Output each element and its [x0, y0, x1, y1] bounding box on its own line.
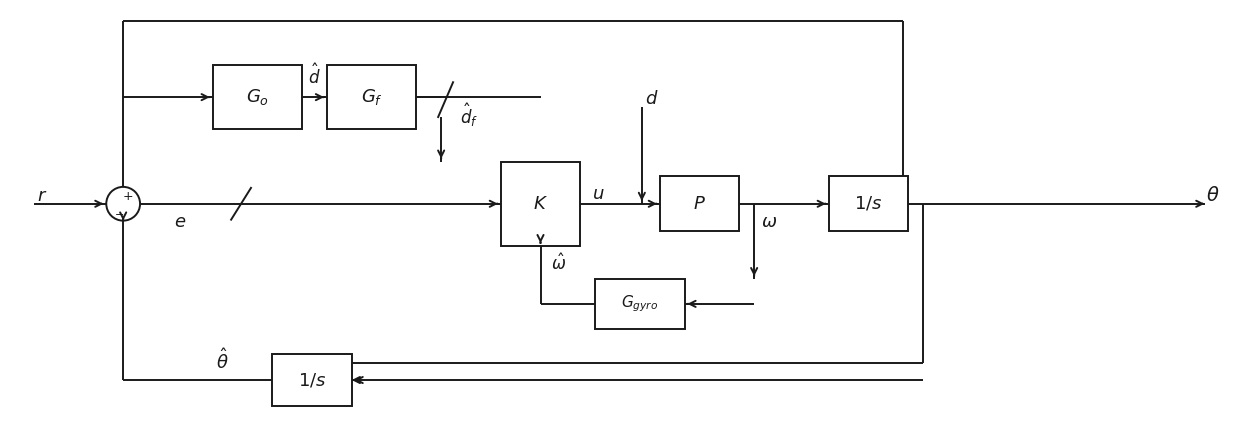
- Bar: [829, 177, 908, 231]
- Text: $d$: $d$: [646, 90, 659, 108]
- Bar: [595, 279, 685, 328]
- Bar: [501, 162, 580, 246]
- Text: $G_f$: $G_f$: [361, 87, 383, 107]
- Text: $G_{gyro}$: $G_{gyro}$: [621, 293, 658, 314]
- Bar: [327, 65, 416, 130]
- Text: $\hat{d}_f$: $\hat{d}_f$: [460, 101, 478, 129]
- Text: $G_o$: $G_o$: [245, 87, 269, 107]
- Text: +: +: [123, 191, 134, 203]
- Text: $\hat{\omega}$: $\hat{\omega}$: [551, 254, 566, 274]
- Text: $u$: $u$: [592, 185, 605, 203]
- Text: $\hat{d}$: $\hat{d}$: [309, 63, 321, 88]
- Bar: [213, 65, 302, 130]
- Bar: [273, 354, 352, 406]
- Text: $1/s$: $1/s$: [854, 195, 882, 213]
- Text: $-$: $-$: [114, 208, 124, 218]
- Text: $1/s$: $1/s$: [297, 371, 326, 389]
- Text: $e$: $e$: [173, 213, 186, 231]
- Text: $\hat{\theta}$: $\hat{\theta}$: [216, 348, 229, 373]
- Text: $K$: $K$: [533, 195, 548, 213]
- Text: $\omega$: $\omega$: [761, 213, 777, 231]
- Bar: [659, 177, 740, 231]
- Text: $r$: $r$: [36, 187, 47, 205]
- Text: $\theta$: $\theta$: [1207, 186, 1220, 205]
- Text: $P$: $P$: [693, 195, 706, 213]
